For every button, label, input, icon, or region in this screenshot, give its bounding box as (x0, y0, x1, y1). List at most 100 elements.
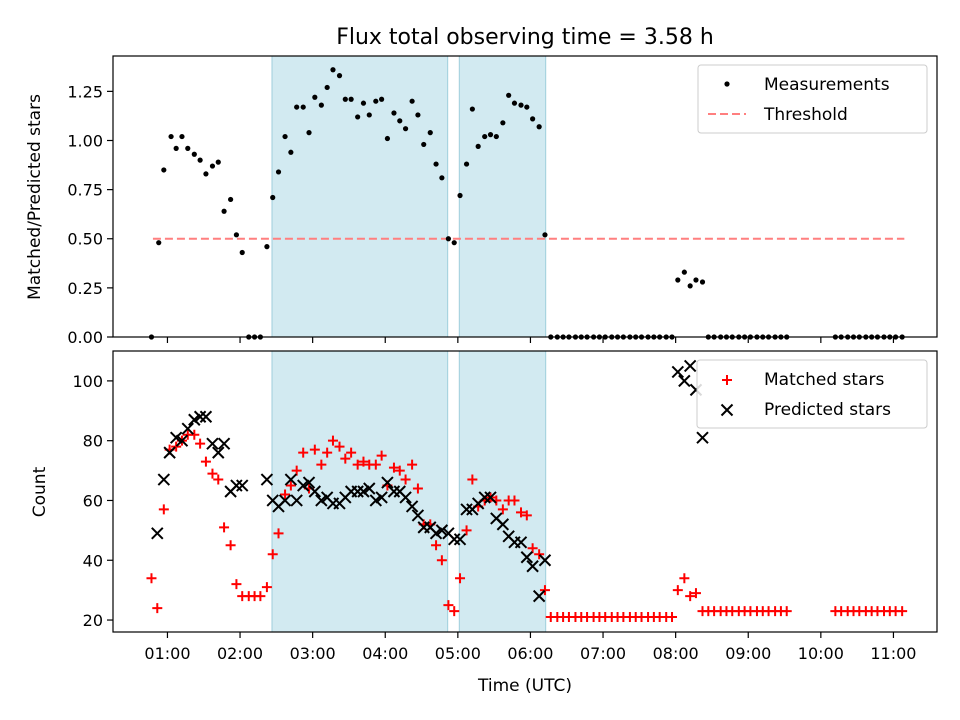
bot-x-tick-label: 06:00 (507, 644, 553, 663)
predicted-stars-point (308, 485, 322, 498)
predicted-stars-point (175, 434, 189, 447)
measurements-point (324, 84, 330, 91)
top-shaded-interval-1 (271, 55, 449, 338)
measurements-point (493, 133, 499, 140)
predicted-stars-point (448, 533, 461, 546)
predicted-stars-point (532, 589, 546, 603)
matched-stars-point (298, 447, 309, 458)
matched-stars-point (781, 606, 792, 617)
matched-stars-point (195, 438, 206, 449)
predicted-stars-point (538, 554, 552, 567)
matched-stars-point (539, 585, 550, 596)
matched-stars-point (255, 591, 266, 602)
predicted-stars-point (671, 365, 685, 379)
predicted-stars-point (453, 533, 467, 546)
legend-marker-measurements (724, 81, 730, 87)
matched-stars-point (261, 582, 272, 593)
matched-stars-point (189, 429, 200, 440)
matched-stars-point (171, 441, 182, 452)
bot-y-tick-label: 80 (83, 432, 103, 451)
predicted-stars-point (278, 494, 292, 507)
bot-y-tick-label: 60 (83, 491, 103, 510)
measurements-point (179, 133, 185, 140)
bot-shaded-interval-2 (458, 350, 547, 633)
bottom-y-axis-label: Count (30, 466, 50, 517)
predicted-stars-point (696, 431, 709, 444)
measurements-point (348, 96, 354, 102)
predicted-stars-point (357, 485, 370, 498)
predicted-stars-point (683, 359, 697, 373)
matched-stars-point (219, 522, 230, 533)
matched-stars-point (436, 555, 447, 566)
measurements-point (215, 159, 221, 165)
measurements-point (463, 161, 470, 167)
matched-stars-point (690, 588, 701, 599)
predicted-stars-point (496, 518, 510, 531)
matched-stars-point (316, 459, 327, 470)
matched-stars-point (285, 480, 296, 491)
top-panel: Flux total observing time = 3.58 h 0.00 0… (25, 25, 938, 347)
matched-stars-point (376, 450, 387, 461)
measurements-point (699, 279, 706, 285)
legend-marker-matched-stars (722, 375, 732, 385)
predicted-stars-point (435, 524, 449, 537)
measurements-point (687, 283, 693, 289)
top-y-tick-label: 1.25 (67, 82, 103, 101)
measurements-point (402, 126, 409, 132)
measurements-point (185, 145, 191, 151)
bot-x-tick-label: 09:00 (725, 644, 771, 663)
bottom-legend-box (696, 359, 928, 429)
measurements-point (360, 100, 367, 106)
matched-stars-point (352, 459, 363, 470)
measurements-point (209, 163, 216, 169)
matched-stars-point (267, 549, 278, 560)
predicted-stars-point (514, 536, 528, 549)
measurements-point (233, 232, 240, 238)
matched-stars-point (527, 543, 538, 554)
measurements-point (173, 145, 179, 151)
predicted-stars-point (478, 491, 491, 504)
predicted-stars-point (284, 473, 298, 486)
predicted-stars-point (387, 485, 401, 498)
measurements-point (221, 208, 227, 214)
measurements-point (469, 106, 475, 112)
measurements-point (239, 249, 245, 256)
matched-stars-point (225, 540, 236, 551)
predicted-stars-point (206, 437, 219, 450)
bot-y-tick-label: 100 (72, 372, 103, 391)
legend-label-threshold: Threshold (763, 105, 848, 125)
measurements-point (275, 169, 282, 175)
measurements-point (379, 96, 385, 102)
measurements-point (675, 277, 681, 283)
measurements-point (445, 236, 452, 242)
matched-stars-point (679, 573, 690, 584)
matched-stars-point (685, 591, 696, 602)
measurements-point (427, 130, 433, 136)
measurements-point (511, 100, 518, 106)
measurements-point (156, 240, 162, 246)
matched-stars-point (667, 612, 678, 623)
matched-stars-point (309, 444, 320, 455)
predicted-stars-point (230, 479, 243, 492)
measurements-point (397, 118, 403, 124)
predicted-stars-point (181, 422, 194, 435)
matched-stars-point (152, 603, 163, 614)
measurements-point (330, 67, 336, 73)
top-y-tick-label: 1.00 (67, 131, 103, 150)
measurements-point (433, 161, 439, 167)
matched-stars-point (213, 474, 224, 485)
matched-stars-point (370, 459, 381, 470)
measurements-point (318, 102, 324, 108)
measurements-point (366, 112, 372, 118)
measurements-point (312, 94, 318, 100)
predicted-stars-point (520, 551, 534, 564)
measurements-point (681, 269, 687, 275)
top-chart-title: Flux total observing time = 3.58 h (336, 25, 714, 50)
measurements-point (487, 132, 494, 138)
predicted-stars-point (199, 410, 213, 423)
predicted-stars-point (526, 560, 539, 573)
measurements-point (282, 133, 288, 140)
matched-stars-point (146, 573, 157, 584)
predicted-stars-point (217, 437, 231, 450)
